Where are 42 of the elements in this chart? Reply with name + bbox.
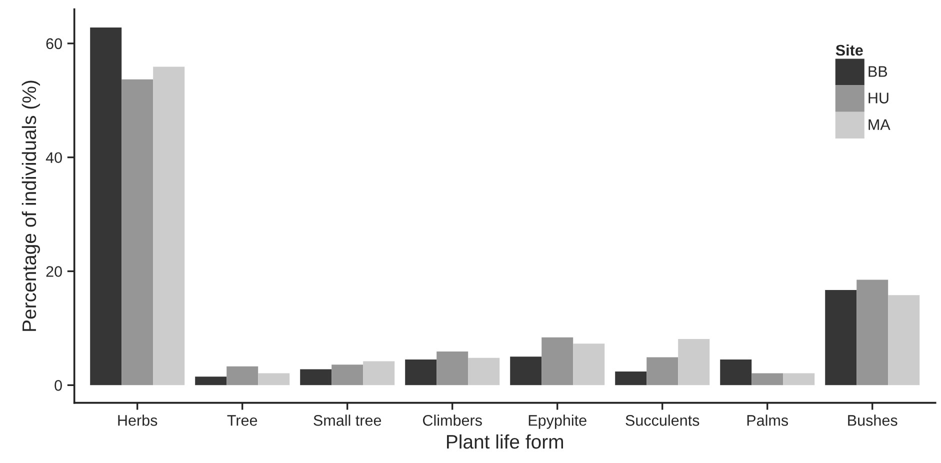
x-tick-label: Bushes — [848, 414, 898, 426]
bar — [752, 373, 784, 386]
bar — [646, 357, 678, 386]
legend-title: Site — [836, 44, 863, 56]
bar — [510, 356, 542, 386]
bar — [258, 373, 290, 386]
bar — [542, 337, 574, 386]
y-tick-label: 60 — [46, 38, 62, 50]
bar — [856, 280, 888, 386]
bar — [888, 295, 920, 386]
bar — [226, 366, 258, 386]
bar — [122, 79, 154, 386]
bar — [615, 371, 647, 386]
bar — [468, 358, 500, 386]
bar — [436, 352, 468, 386]
bar — [195, 376, 227, 386]
x-tick-label: Small tree — [314, 414, 382, 426]
y-axis-title: Percentage of individuals (%) — [22, 80, 40, 331]
y-tick-label: 20 — [46, 266, 62, 277]
bar — [300, 369, 332, 386]
x-axis-title: Plant life form — [447, 434, 563, 449]
x-tick-label: Epyphite — [528, 414, 586, 429]
bar — [90, 27, 122, 386]
bar — [405, 360, 437, 386]
bar — [573, 344, 605, 386]
x-tick-label: Herbs — [118, 414, 158, 426]
x-tick-label: Succulents — [626, 414, 700, 426]
legend-label: HU — [868, 92, 888, 104]
bar — [363, 361, 395, 386]
bar — [678, 339, 710, 386]
legend-label: BB — [868, 66, 888, 77]
x-tick-label: Tree — [227, 415, 258, 426]
bar — [720, 360, 752, 386]
bar — [332, 364, 364, 386]
x-tick-label: Palms — [747, 414, 788, 426]
y-tick-label: 0 — [54, 380, 62, 391]
x-tick-label: Climbers — [422, 414, 482, 426]
legend-label: MA — [868, 119, 890, 130]
bar — [783, 373, 815, 386]
y-tick-label: 40 — [46, 152, 62, 164]
bar — [153, 66, 185, 386]
bar — [825, 290, 857, 386]
